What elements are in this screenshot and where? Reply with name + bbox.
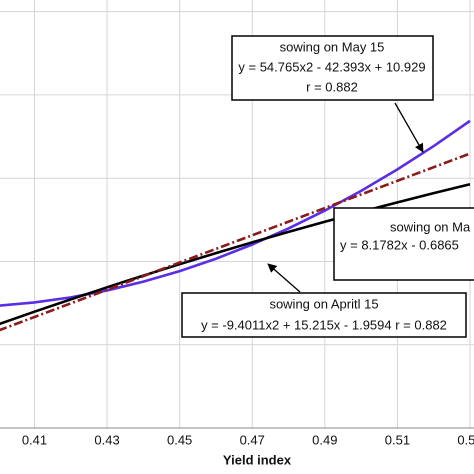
x-axis-label: Yield index	[223, 452, 292, 467]
series-line	[0, 182, 471, 326]
lines	[0, 119, 471, 332]
annotation-box	[181, 292, 467, 338]
annotation-text: r = 0.882	[306, 79, 358, 94]
annotation-arrow	[267, 263, 301, 293]
x-tick-label: 0.51	[385, 432, 410, 447]
x-tick-label: 0.53	[457, 432, 474, 447]
x-tick-label: 0.49	[312, 432, 337, 447]
annotation-text: sowing on Apritl 15	[269, 296, 378, 311]
annotation-arrow	[394, 102, 424, 153]
x-tick-label: 0.47	[240, 432, 265, 447]
series-line	[0, 152, 471, 332]
annotation-box	[333, 207, 474, 281]
annotation-text: y = -9.4011x2 + 15.215x - 1.9594 r = 0.8…	[201, 317, 447, 332]
x-tick-label: 0.45	[167, 432, 192, 447]
annotation-box	[231, 35, 434, 101]
x-tick-label: 0.41	[22, 432, 47, 447]
annotation-text: sowing on Ma	[390, 219, 471, 234]
x-tick-label: 0.43	[94, 432, 119, 447]
annotations: sowing on May 15 y = 54.765x2 - 42.393x +…	[181, 35, 474, 338]
annotation-text: y = 8.1782x - 0.6865	[340, 237, 459, 252]
annotation-text: y = 54.765x2 - 42.393x + 10.929	[238, 59, 425, 74]
annotation-text: sowing on May 15	[280, 39, 385, 54]
